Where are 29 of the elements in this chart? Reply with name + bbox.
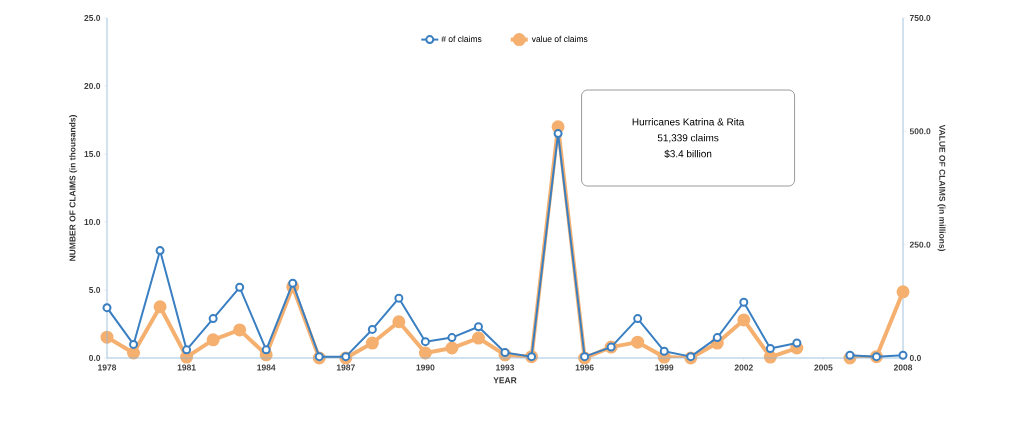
y-tick-label: 25.0	[84, 15, 101, 21]
legend-label: value of claims	[531, 35, 588, 42]
legend-label: # of claims	[441, 35, 482, 42]
y-tick-label: 20.0	[84, 83, 101, 89]
x-tick-label: 2005	[814, 364, 833, 371]
y2-tick-label: 0.0	[909, 355, 921, 361]
y-axis-title: NUMBER OF CLAIMS (in thousands)	[69, 115, 78, 261]
x-tick-label: 1993	[496, 364, 515, 371]
y2-tick-label: 750.0	[909, 15, 931, 21]
y-tick-label: 0.0	[89, 355, 101, 361]
y-tick-label: 15.0	[84, 151, 101, 157]
annotation: $3.4 billion	[664, 149, 712, 158]
x-axis-title: YEAR	[493, 377, 517, 384]
x-tick-label: 1990	[416, 364, 435, 371]
y-tick-label: 5.0	[88, 287, 101, 293]
y-tick-label: 10.0	[84, 219, 101, 225]
y2-tick-label: 250.0	[909, 241, 931, 248]
y2-axis-title: VALUE OF CLAIMS (in millions)	[937, 124, 946, 252]
y2-tick-label: 500.0	[909, 128, 931, 135]
x-tick-label: 1981	[177, 364, 196, 371]
x-tick-label: 1987	[336, 364, 355, 371]
x-tick-label: 2008	[893, 364, 913, 371]
x-tick-label: 1996	[575, 364, 594, 371]
x-tick-label: 2002	[734, 364, 753, 371]
annotation: 51,339 claims	[657, 134, 719, 143]
annotation: Hurricanes Katrina & Rita	[632, 118, 745, 126]
x-tick-label: 1999	[655, 364, 674, 371]
x-tick-label: 1978	[98, 364, 117, 371]
x-tick-label: 1984	[257, 364, 276, 371]
